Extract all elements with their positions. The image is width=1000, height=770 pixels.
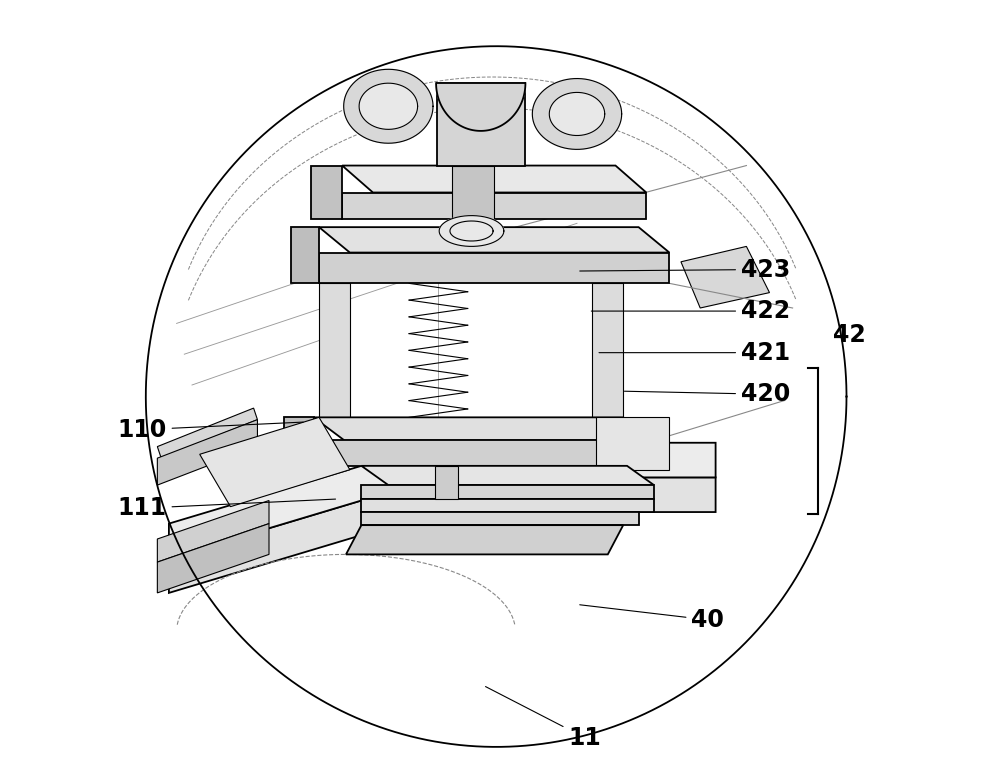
Polygon shape (157, 420, 257, 485)
Polygon shape (359, 83, 418, 129)
Polygon shape (157, 500, 269, 562)
Text: 422: 422 (591, 299, 790, 323)
Polygon shape (361, 512, 639, 525)
Text: 42: 42 (833, 323, 865, 347)
Text: 421: 421 (599, 340, 790, 365)
Polygon shape (319, 227, 669, 253)
Polygon shape (437, 83, 525, 166)
Polygon shape (435, 466, 458, 499)
Polygon shape (361, 499, 654, 512)
Polygon shape (319, 253, 669, 283)
Polygon shape (439, 216, 504, 246)
Polygon shape (200, 417, 350, 507)
Polygon shape (452, 166, 494, 227)
Polygon shape (361, 466, 654, 485)
Polygon shape (549, 92, 605, 136)
Text: 40: 40 (580, 604, 724, 632)
Polygon shape (157, 408, 257, 458)
Polygon shape (291, 227, 319, 283)
Polygon shape (436, 83, 525, 131)
Polygon shape (169, 477, 716, 593)
Polygon shape (681, 246, 769, 308)
Polygon shape (342, 192, 646, 219)
Polygon shape (344, 69, 433, 143)
Polygon shape (592, 283, 623, 420)
Polygon shape (342, 166, 646, 192)
Text: 110: 110 (117, 417, 303, 442)
Polygon shape (532, 79, 622, 149)
Polygon shape (284, 417, 314, 466)
Polygon shape (346, 525, 623, 554)
Polygon shape (361, 485, 654, 499)
Polygon shape (157, 524, 269, 593)
Polygon shape (146, 46, 846, 747)
Polygon shape (169, 443, 716, 558)
Text: 423: 423 (580, 257, 790, 282)
Polygon shape (314, 417, 654, 440)
Polygon shape (314, 440, 654, 466)
Text: 111: 111 (117, 496, 336, 521)
Polygon shape (596, 417, 669, 470)
Polygon shape (311, 166, 342, 219)
Text: 11: 11 (486, 687, 601, 750)
Polygon shape (319, 283, 350, 420)
Text: 420: 420 (624, 382, 790, 407)
